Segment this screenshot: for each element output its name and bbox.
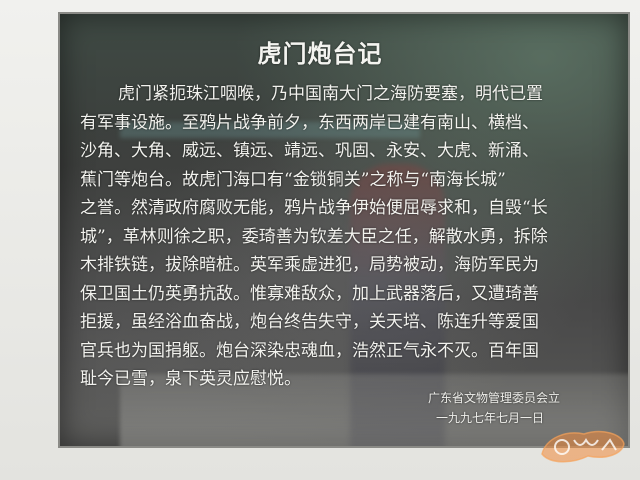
plaque-line: 官兵也为国捐躯。炮台深染忠魂血，浩然正气永不灭。百年国 (80, 340, 539, 361)
plaque-line: 城”，革林则徐之职，委琦善为钦差大臣之任，解散水勇，拆除 (80, 226, 548, 247)
plaque-line: 虎门紧扼珠江咽喉，乃中国南大门之海防要塞，明代已置 (118, 84, 543, 104)
plaque-issuer: 广东省文物管理委员会立 (428, 391, 561, 405)
plaque-body: 虎门紧扼珠江咽喉，乃中国南大门之海防要塞，明代已置 有军事设施。至鸦片战争前夕，… (80, 80, 620, 394)
plaque-line: 蕉门等炮台。故虎门海口有“金锁铜关”之称与“南海长城” (80, 169, 506, 190)
plaque-line: 木排铁链，拔除暗桩。英军乘虚进犯，局势被动，海防军民为 (80, 255, 539, 275)
plaque-line: 沙角、大角、威远、镇远、靖远、巩固、永安、大虎、新涌、 (80, 141, 539, 161)
plaque-line: 拒援，虽经浴血奋战，炮台终告失守，关天培、陈连升等爱国 (80, 312, 539, 332)
plaque-title: 虎门炮台记 (257, 39, 383, 68)
plaque-line: 有军事设施。至鸦片战争前夕，东西两岸已建有南山、横档、 (80, 112, 539, 133)
site-logo-watermark-icon (541, 430, 625, 463)
plaque-line: 耻今已雪，泉下英灵应慰悦。 (80, 369, 301, 389)
plaque-line: 保卫国土仍英勇抗敌。惟寡难敌众，加上武器落后，又遭琦善 (80, 283, 539, 304)
plaque-date: 一九九七年七月一日 (436, 411, 545, 425)
plaque-issuer-block: 广东省文物管理委员会立 一九九七年七月一日 (428, 388, 608, 428)
plaque-line: 之誉。然清政府腐败无能，鸦片战争伊始便屈辱求和，自毁“长 (80, 198, 548, 218)
